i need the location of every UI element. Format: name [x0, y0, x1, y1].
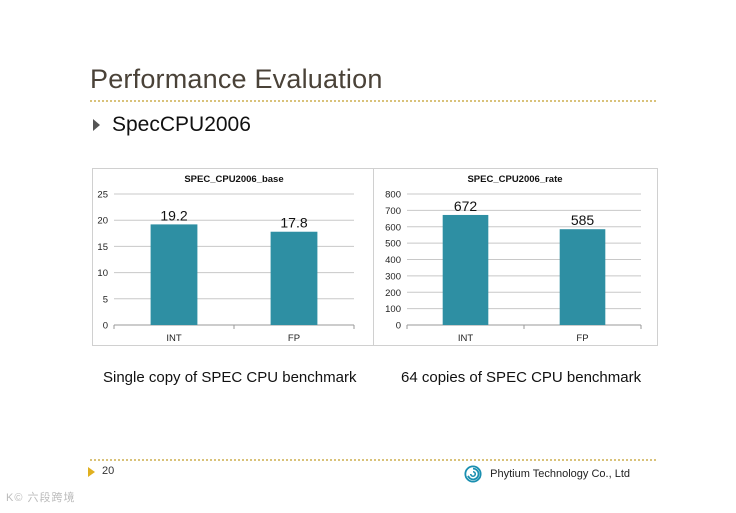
y-tick-label: 0	[103, 321, 108, 332]
caption-left: Single copy of SPEC CPU benchmark	[103, 369, 357, 386]
chart-base: SPEC_CPU2006_base 0 5 10 15 20 25 19.2 INT 17.8 FP	[92, 168, 377, 346]
y-tick-label: 0	[396, 321, 401, 332]
y-tick-label: 100	[385, 304, 401, 315]
bar-fp	[270, 231, 318, 325]
chart-rate: SPEC_CPU2006_rate 0 100 200 300 400 500 600 700 8…	[373, 168, 658, 346]
watermark: K© 六段跨境	[6, 492, 76, 504]
spiral-logo-icon	[464, 465, 482, 483]
slide-title: Performance Evaluation	[90, 64, 383, 94]
title-divider	[90, 100, 656, 102]
y-tick-label: 300	[385, 271, 401, 282]
chart-base-svg: SPEC_CPU2006_base 0 5 10 15 20 25 19.2 INT 17.8 FP	[92, 168, 377, 346]
bullet-row: SpecCPU2006	[90, 113, 251, 137]
y-tick-label: 500	[385, 239, 401, 250]
bar-int	[150, 224, 198, 325]
x-tick-label: INT	[458, 333, 474, 344]
chart-title: SPEC_CPU2006_base	[184, 174, 283, 185]
data-label: 17.8	[280, 215, 307, 231]
page-marker-icon	[88, 467, 95, 477]
x-tick-label: FP	[576, 333, 588, 344]
x-tick-label: INT	[166, 333, 182, 344]
x-tick-label: FP	[288, 333, 300, 344]
y-tick-label: 800	[385, 190, 401, 201]
y-tick-label: 5	[103, 294, 108, 305]
y-tick-label: 400	[385, 255, 401, 266]
chart-frame	[92, 168, 377, 346]
triangle-bullet-icon	[93, 119, 100, 131]
y-tick-label: 25	[97, 190, 108, 201]
chart-rate-svg: SPEC_CPU2006_rate 0 100 200 300 400 500 600 700 8…	[373, 168, 658, 346]
y-tick-label: 20	[97, 216, 108, 227]
footer-divider	[90, 459, 656, 461]
data-label: 19.2	[160, 207, 187, 223]
company-block: Phytium Technology Co., Ltd	[464, 465, 630, 483]
y-tick-label: 600	[385, 222, 401, 233]
y-tick-label: 200	[385, 288, 401, 299]
company-name: Phytium Technology Co., Ltd	[490, 468, 630, 480]
data-label: 672	[454, 198, 478, 214]
y-tick-label: 15	[97, 242, 108, 253]
bar-int	[442, 214, 489, 325]
bullet-text: SpecCPU2006	[112, 113, 251, 136]
y-tick-label: 700	[385, 206, 401, 217]
y-tick-label: 10	[97, 268, 108, 279]
page-number: 20	[102, 465, 115, 477]
chart-frame	[373, 168, 658, 346]
data-label: 585	[571, 212, 595, 228]
bar-fp	[559, 229, 606, 325]
caption-right: 64 copies of SPEC CPU benchmark	[401, 369, 642, 386]
chart-title: SPEC_CPU2006_rate	[467, 174, 562, 185]
